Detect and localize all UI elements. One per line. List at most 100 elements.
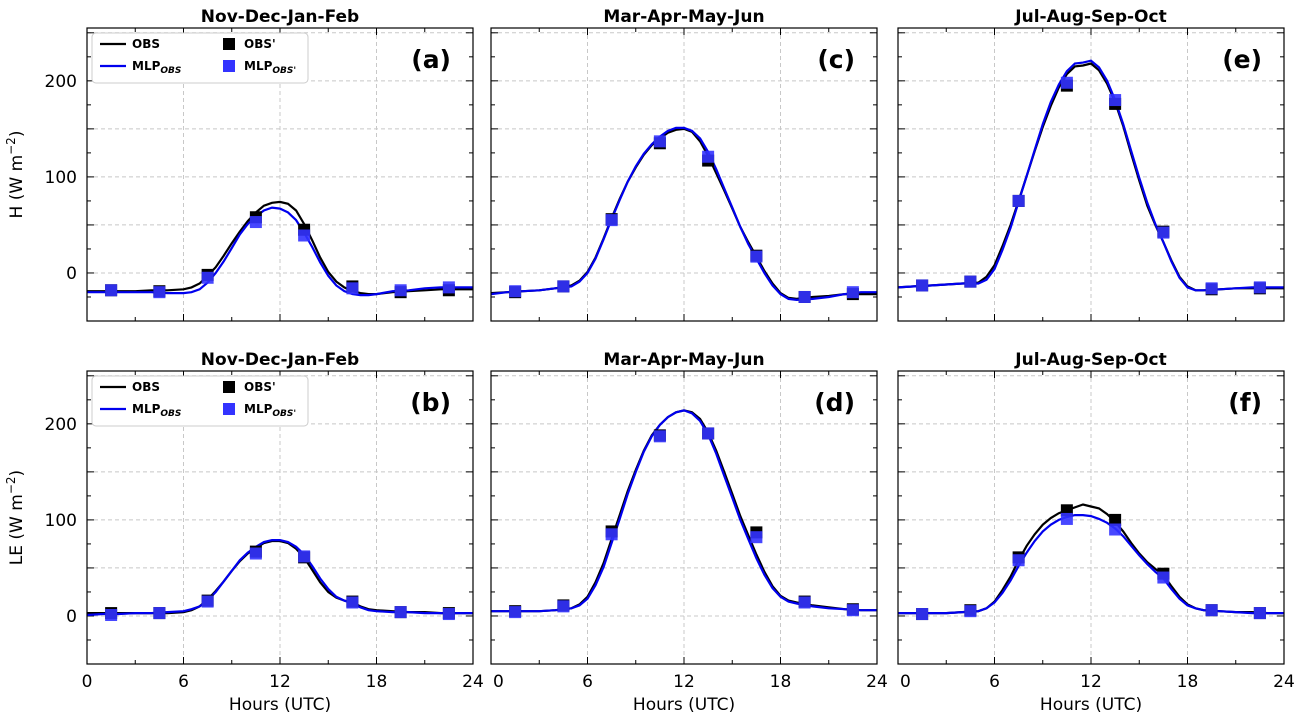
mlp-point [798, 290, 811, 303]
panel-tag: (a) [411, 45, 451, 74]
obs-point [1060, 504, 1073, 517]
legend-square-swatch [223, 60, 235, 72]
x-axis-label: Hours (UTC) [1040, 695, 1142, 715]
y-axis-label: LE (W m−2) [4, 470, 27, 565]
mlp-point [1205, 282, 1218, 295]
panel-title: Nov-Dec-Jan-Feb [201, 350, 359, 370]
mlp-point [153, 607, 166, 620]
panel-d: 0 6 12 18 24 Hours (UTC) Mar-Apr-May-Jun (d) [490, 350, 888, 715]
mlp-point [798, 596, 811, 609]
panel-title: Mar-Apr-May-Jun [603, 7, 764, 27]
y-axis-label: H (W m−2) [4, 131, 27, 219]
x-tick-label: 24 [866, 672, 888, 692]
mlp-point [394, 284, 407, 297]
x-tick-label: 12 [269, 672, 291, 692]
x-tick-label: 6 [582, 672, 593, 692]
mlp-point [105, 284, 118, 297]
panel-f: 0 6 12 18 24 Hours (UTC) Jul-Aug-Sep-Oct (f) [897, 350, 1295, 715]
mlp-point [846, 604, 859, 617]
mlp-point [750, 531, 763, 544]
y-tick-label: 0 [66, 264, 77, 284]
mlp-point [1157, 571, 1170, 584]
legend-square-swatch [223, 381, 235, 393]
x-tick-label: 0 [900, 672, 911, 692]
panel-tag: (d) [814, 388, 855, 417]
mlp-point [1205, 604, 1218, 617]
legend-label: OBS [132, 37, 160, 51]
mlp-point [964, 605, 977, 618]
mlp-point [702, 427, 715, 440]
legend-label: MLPOBS' [244, 402, 296, 419]
legend-square-swatch [223, 38, 235, 50]
mlp-point [557, 600, 570, 613]
legend-label: MLPOBS' [244, 59, 296, 76]
series-mlp-line [87, 206, 473, 297]
legend-square-swatch [223, 403, 235, 415]
mlp-point [1253, 281, 1266, 294]
mlp-point [509, 285, 522, 298]
legend: OBS OBS' MLPOBS MLPOBS' [91, 32, 309, 84]
legend-label: OBS [132, 380, 160, 394]
mlp-point [105, 609, 118, 622]
x-tick-label: 6 [989, 672, 1000, 692]
panel-b: 0 100 200 0 6 12 18 24 Hours (UTC) Nov-Dec-Jan-Fe… [45, 350, 484, 715]
x-tick-label: 12 [1080, 672, 1102, 692]
mlp-point [1060, 76, 1073, 89]
mlp-point [1157, 226, 1170, 239]
mlp-point [442, 608, 455, 621]
mlp-point [201, 595, 214, 608]
mlp-point [557, 280, 570, 293]
y-tick-label: 100 [45, 511, 77, 531]
panel-tag: (c) [817, 45, 855, 74]
series-mlp-line [897, 59, 1284, 292]
mlp-point [298, 550, 311, 563]
legend-label: MLPOBS [132, 402, 181, 419]
mlp-point [964, 275, 977, 288]
legend-box [91, 375, 309, 427]
y-tick-label: 200 [45, 72, 77, 92]
panel-tag: (f) [1228, 388, 1262, 417]
series-mlp-line [898, 514, 1284, 615]
y-tick-label: 0 [66, 607, 77, 627]
mlp-point [201, 271, 214, 284]
x-tick-label: 24 [1273, 672, 1295, 692]
panel-title: Jul-Aug-Sep-Oct [1014, 350, 1166, 370]
plot-frame [897, 370, 1285, 665]
mlp-point [916, 279, 929, 292]
mlp-point [249, 547, 262, 560]
mlp-point [1109, 523, 1122, 536]
mlp-point [750, 250, 763, 263]
plot-frame [490, 27, 878, 322]
legend-label: OBS' [244, 37, 276, 51]
mlp-point [249, 216, 262, 229]
mlp-point [916, 608, 929, 621]
mlp-point [702, 150, 715, 163]
mlp-point [346, 596, 359, 609]
plot-frame [86, 27, 474, 322]
panel-title: Mar-Apr-May-Jun [603, 350, 764, 370]
plot-frame [897, 27, 1285, 322]
mlp-point [846, 286, 859, 299]
series-mlp-line [490, 126, 877, 302]
series-mlp-line [86, 539, 473, 617]
mlp-point [653, 430, 666, 443]
x-axis-label: Hours (UTC) [229, 695, 331, 715]
mlp-point [509, 606, 522, 619]
panel-tag: (e) [1222, 45, 1262, 74]
mlp-point [394, 606, 407, 619]
x-tick-label: 6 [178, 672, 189, 692]
x-tick-label: 0 [493, 672, 504, 692]
mlp-point [346, 282, 359, 295]
plot-frame [86, 370, 474, 665]
panel-tag: (b) [410, 388, 451, 417]
panel-c: Mar-Apr-May-Jun (c) [490, 7, 878, 322]
mlp-point [442, 281, 455, 294]
mlp-point [605, 528, 618, 541]
x-tick-label: 24 [462, 672, 484, 692]
mlp-point [1109, 94, 1122, 107]
x-tick-label: 12 [673, 672, 695, 692]
panel-title: Jul-Aug-Sep-Oct [1014, 7, 1166, 27]
panel-title: Nov-Dec-Jan-Feb [201, 7, 359, 27]
legend-label: MLPOBS [132, 59, 181, 76]
